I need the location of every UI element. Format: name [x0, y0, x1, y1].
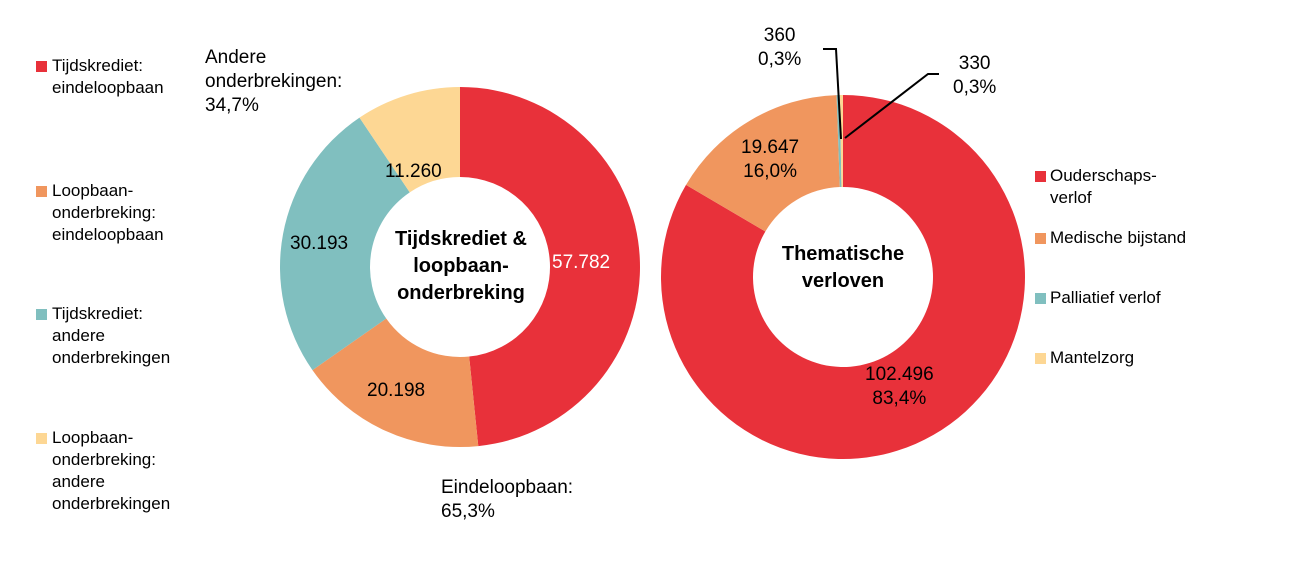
legend-item-loopbaan-andere: Loopbaan-onderbreking: andere onderbreking…: [52, 427, 170, 515]
legend-text: eindeloopbaan: [52, 78, 164, 97]
data-label-palliatief: 360 0,3%: [758, 24, 801, 72]
legend-item-tijdskrediet-eindeloopbaan: Tijdskrediet: eindeloopbaan: [52, 55, 164, 99]
legend-item-mantelzorg: Mantelzorg: [1050, 347, 1134, 369]
left-donut-slice-3: [359, 87, 460, 193]
legend-text: Mantelzorg: [1050, 348, 1135, 367]
legend-text: Tijdskrediet:: [52, 56, 144, 75]
legend-swatch: [1035, 353, 1046, 364]
legend-swatch: [1035, 233, 1046, 244]
data-label: 0,3%: [953, 77, 997, 98]
annotation-text: 34,7%: [205, 95, 259, 116]
legend-swatch: [36, 433, 47, 444]
data-label-mantelzorg: 330 0,3%: [953, 52, 996, 100]
data-label-medische: 19.647 16,0%: [741, 136, 799, 184]
left-donut-slice-2: [280, 117, 410, 371]
legend-text: onderbrekingen: [52, 348, 171, 367]
legend-text: Loopbaan-: [52, 181, 134, 200]
data-label: 360: [763, 25, 796, 46]
legend-swatch: [36, 309, 47, 320]
data-label: 102.496: [865, 364, 934, 385]
data-label: 83,4%: [872, 388, 927, 409]
legend-text: andere: [52, 472, 105, 491]
annotation-andere: Andere onderbrekingen: 34,7%: [205, 46, 342, 118]
left-donut-slice-0: [460, 87, 641, 447]
data-label: 0,3%: [758, 49, 802, 70]
legend-item-ouderschap: Ouderschaps-verlof: [1050, 165, 1157, 209]
data-label: 30.193: [290, 233, 349, 254]
leader-line-palliatief: [823, 48, 842, 140]
center-text: Thematische: [781, 243, 905, 265]
legend-item-medische: Medische bijstand: [1050, 227, 1186, 249]
legend-text: Loopbaan-: [52, 428, 134, 447]
center-label-left: Tijdskrediet & loopbaan-onderbreking: [371, 226, 551, 307]
center-text: Tijdskrediet &: [395, 228, 527, 250]
legend-swatch: [36, 61, 47, 72]
legend-swatch: [1035, 293, 1046, 304]
annotation-text: onderbrekingen:: [205, 71, 343, 92]
legend-text: Tijdskrediet:: [52, 304, 144, 323]
center-text: verloven: [801, 270, 885, 292]
data-label: 330: [958, 53, 991, 74]
right-donut-slice-0: [661, 95, 1026, 460]
leader-line-mantelzorg: [844, 73, 939, 139]
left-donut-slice-1: [312, 318, 479, 447]
legend-text: verlof: [1050, 188, 1092, 207]
legend-text: Medische bijstand: [1050, 228, 1187, 247]
legend-text: andere: [52, 326, 105, 345]
legend-text: onderbreking:: [52, 450, 156, 469]
legend-text: onderbreking:: [52, 203, 156, 222]
center-text: loopbaan-: [413, 255, 509, 277]
center-label-right: Thematische verloven: [753, 241, 933, 295]
legend-text: Ouderschaps-: [1050, 166, 1157, 185]
data-label: 20.198: [367, 380, 426, 401]
data-label: 19.647: [741, 137, 800, 158]
legend-swatch: [1035, 171, 1046, 182]
legend-text: Palliatief verlof: [1050, 288, 1161, 307]
right-donut-slice-1: [686, 95, 840, 232]
annotation-text: 65,3%: [441, 501, 495, 522]
data-label-ouderschap: 102.496 83,4%: [865, 363, 934, 411]
data-label: 57.782: [552, 252, 611, 273]
legend-text: eindeloopbaan: [52, 225, 164, 244]
legend-item-loopbaan-eindeloopbaan: Loopbaan-onderbreking: eindeloopbaan: [52, 180, 164, 246]
annotation-text: Andere: [205, 47, 267, 68]
annotation-text: Eindeloopbaan:: [441, 477, 574, 498]
legend-swatch: [36, 186, 47, 197]
legend-text: onderbrekingen: [52, 494, 171, 513]
annotation-eindeloopbaan: Eindeloopbaan: 65,3%: [441, 476, 573, 524]
legend-item-tijdskrediet-andere: Tijdskrediet: andere onderbrekingen: [52, 303, 170, 369]
data-label: 16,0%: [743, 161, 797, 182]
legend-item-palliatief: Palliatief verlof: [1050, 287, 1161, 309]
center-text: onderbreking: [397, 282, 525, 304]
data-label: 11.260: [385, 161, 442, 182]
